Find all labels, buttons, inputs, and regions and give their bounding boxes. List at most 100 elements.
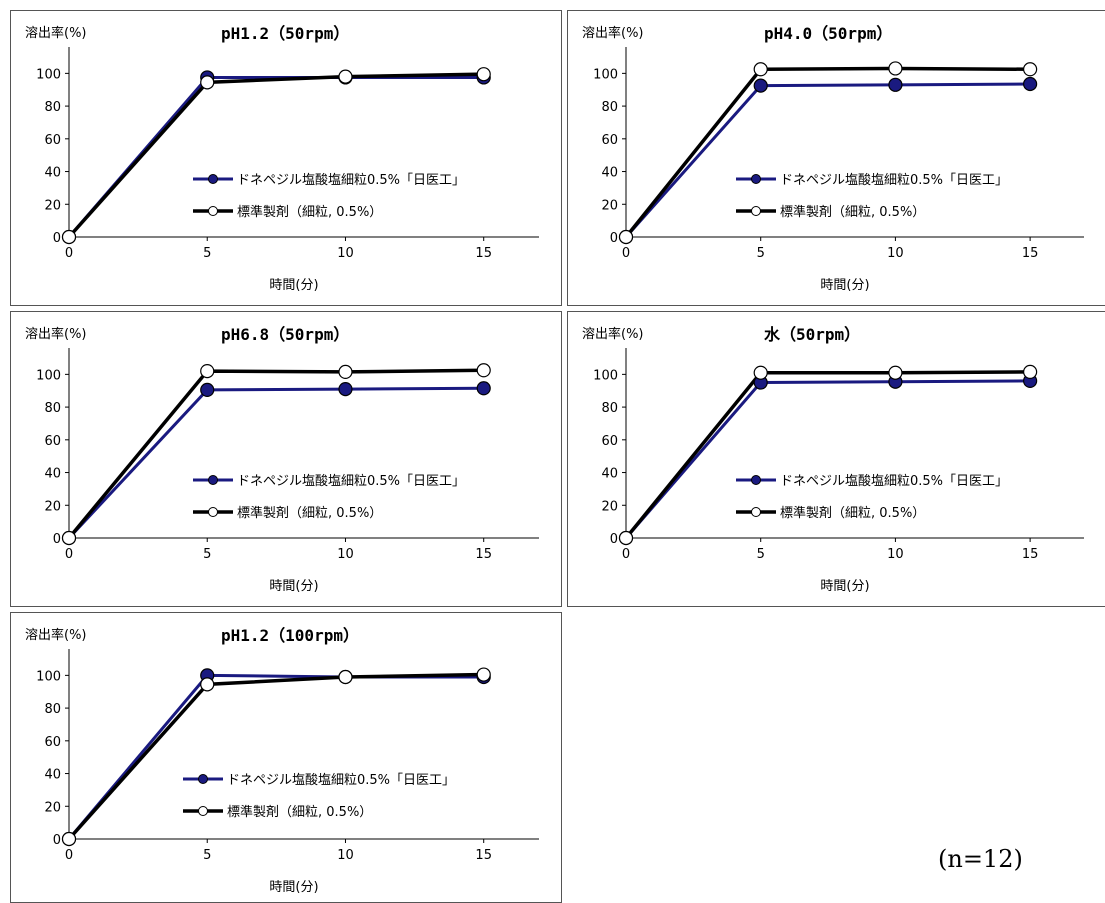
data-point-reference-product: [200, 363, 215, 379]
x-tick-label: 15: [1022, 246, 1039, 261]
legend-marker-test-product: [208, 174, 218, 184]
y-tick-label: 40: [601, 467, 618, 482]
y-tick-label: 40: [44, 467, 61, 482]
legend-marker-reference-product: [208, 206, 218, 216]
legend-marker-test-product: [208, 475, 218, 485]
y-tick-label: 80: [44, 401, 61, 416]
legend-label-reference-product: 標準製剤（細粒, 0.5%）: [237, 204, 382, 220]
x-tick-label: 15: [1022, 547, 1039, 562]
y-axis-label: 溶出率(%): [582, 326, 644, 342]
legend-label-reference-product: 標準製剤（細粒, 0.5%）: [780, 505, 925, 521]
data-point-reference-product: [1023, 62, 1038, 77]
legend-label-test-product: ドネペジル塩酸塩細粒0.5%「日医工」: [780, 173, 1008, 188]
chart-panel-ph6-8-50rpm: 溶出率(%) pH6.8（50rpm） 0 20 40 60 80 100 0 5 10 15 時間(分…: [10, 311, 562, 607]
data-point-reference-product: [338, 69, 353, 84]
y-tick-label: 60: [44, 735, 61, 750]
x-tick-label: 5: [757, 547, 765, 562]
y-tick-label: 80: [601, 401, 618, 416]
legend-label-reference-product: 標準製剤（細粒, 0.5%）: [227, 804, 372, 820]
x-tick-label: 0: [65, 246, 73, 261]
data-point-reference-product: [476, 363, 491, 378]
data-point-reference-product: [618, 229, 634, 245]
y-tick-label: 20: [601, 198, 618, 213]
series-line-reference-product: [67, 72, 484, 239]
chart-svg: 溶出率(%) pH1.2（50rpm） 0 20 40 60 80 100 0 5 10 15 時間(分…: [25, 24, 539, 293]
y-tick-label: 0: [53, 231, 61, 246]
data-point-reference-product: [476, 667, 491, 682]
y-tick-label: 60: [601, 434, 618, 449]
data-point-test-product: [888, 77, 903, 92]
x-tick-label: 10: [887, 547, 904, 562]
y-tick-label: 20: [44, 198, 61, 213]
series-line-reference-product: [624, 370, 1031, 540]
x-tick-label: 15: [475, 547, 492, 562]
chart-title: 水（50rpm）: [764, 325, 860, 344]
data-point-reference-product: [61, 530, 77, 546]
y-tick-label: 20: [44, 800, 61, 815]
y-tick-label: 0: [610, 231, 618, 246]
y-tick-label: 60: [44, 434, 61, 449]
y-tick-label: 60: [601, 133, 618, 148]
chart-panel-ph1-2-50rpm: 溶出率(%) pH1.2（50rpm） 0 20 40 60 80 100 0 5 10 15 時間(分…: [10, 10, 562, 306]
data-point-reference-product: [753, 365, 768, 380]
legend-label-test-product: ドネペジル塩酸塩細粒0.5%「日医工」: [237, 474, 465, 489]
x-tick-label: 5: [757, 246, 765, 261]
legend-marker-reference-product: [198, 806, 208, 816]
x-tick-label: 5: [203, 848, 211, 863]
y-tick-label: 40: [44, 166, 61, 181]
data-point-reference-product: [338, 364, 353, 380]
y-tick-label: 80: [44, 702, 61, 717]
x-tick-label: 10: [337, 246, 354, 261]
x-tick-label: 0: [65, 848, 73, 863]
x-axis-label: 時間(分): [269, 880, 318, 895]
data-point-reference-product: [200, 677, 215, 692]
data-point-reference-product: [61, 831, 77, 847]
series-line-reference-product: [624, 66, 1031, 239]
series-line-test-product: [624, 379, 1031, 539]
x-tick-label: 10: [337, 848, 354, 863]
legend-marker-reference-product: [751, 206, 761, 216]
legend-label-test-product: ドネペジル塩酸塩細粒0.5%「日医工」: [237, 173, 465, 188]
chart-svg: 溶出率(%) pH4.0（50rpm） 0 20 40 60 80 100 0 5 10 15 時間(分…: [582, 24, 1084, 293]
x-axis-label: 時間(分): [269, 278, 318, 293]
legend-marker-test-product: [751, 475, 761, 485]
y-tick-label: 100: [36, 669, 61, 684]
y-tick-label: 100: [593, 67, 618, 82]
data-point-reference-product: [476, 67, 491, 82]
data-point-test-product: [753, 78, 768, 93]
chart-panel-ph4-0-50rpm: 溶出率(%) pH4.0（50rpm） 0 20 40 60 80 100 0 5 10 15 時間(分…: [567, 10, 1105, 306]
data-point-test-product: [200, 382, 215, 398]
x-tick-label: 5: [203, 547, 211, 562]
chart-title: pH4.0（50rpm）: [764, 24, 892, 43]
y-tick-label: 40: [601, 166, 618, 181]
legend-label-test-product: ドネペジル塩酸塩細粒0.5%「日医工」: [780, 474, 1008, 489]
y-tick-label: 40: [44, 768, 61, 783]
chart-svg: 溶出率(%) pH6.8（50rpm） 0 20 40 60 80 100 0 5 10 15 時間(分…: [25, 325, 539, 594]
x-tick-label: 15: [475, 848, 492, 863]
data-point-reference-product: [200, 75, 215, 90]
y-tick-label: 0: [53, 833, 61, 848]
y-tick-label: 80: [44, 100, 61, 115]
y-tick-label: 100: [36, 67, 61, 82]
x-tick-label: 5: [203, 246, 211, 261]
y-tick-label: 80: [601, 100, 618, 115]
chart-svg: 溶出率(%) pH1.2（100rpm） 0 20 40 60 80 100 0 5 10 15 時間(…: [25, 626, 539, 895]
data-point-reference-product: [618, 530, 634, 546]
legend-marker-reference-product: [751, 507, 761, 517]
series-line-test-product: [67, 386, 484, 540]
y-axis-label: 溶出率(%): [582, 25, 644, 41]
chart-panel-ph1-2-100rpm: 溶出率(%) pH1.2（100rpm） 0 20 40 60 80 100 0 5 10 15 時間(…: [10, 612, 562, 903]
y-tick-label: 0: [53, 532, 61, 547]
chart-title: pH1.2（100rpm）: [221, 626, 359, 645]
y-tick-label: 20: [44, 499, 61, 514]
series-line-reference-product: [67, 368, 484, 540]
chart-title: pH1.2（50rpm）: [221, 24, 349, 43]
legend-marker-test-product: [751, 174, 761, 184]
legend-marker-test-product: [198, 774, 208, 784]
y-axis-label: 溶出率(%): [25, 627, 87, 643]
data-point-reference-product: [1023, 364, 1038, 380]
y-tick-label: 0: [610, 532, 618, 547]
y-axis-label: 溶出率(%): [25, 25, 87, 41]
series-line-reference-product: [67, 672, 484, 841]
y-axis-label: 溶出率(%): [25, 326, 87, 342]
